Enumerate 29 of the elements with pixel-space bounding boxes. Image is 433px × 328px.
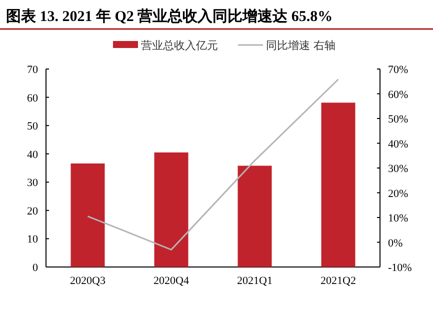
y2-tick-label: 0% — [388, 237, 403, 250]
legend-label: 同比增速 右轴 — [266, 39, 336, 52]
y2-tick-label: 20% — [388, 188, 408, 200]
y-tick-label: 40 — [27, 148, 38, 161]
y-tick-label: 60 — [27, 92, 38, 104]
x-tick-label: 2021Q2 — [320, 275, 356, 287]
y2-tick-label: 10% — [388, 212, 408, 224]
x-tick-label: 2020Q4 — [154, 275, 190, 287]
legend-label: 营业总收入亿元 — [141, 39, 218, 52]
y-tick-label: 50 — [27, 120, 38, 133]
y-tick-label: 70 — [27, 64, 38, 76]
bar — [154, 152, 188, 267]
y2-tick-label: 70% — [388, 64, 408, 76]
bar — [321, 102, 356, 267]
line-series — [87, 78, 339, 250]
x-tick-label: 2021Q1 — [237, 275, 272, 287]
y-tick-label: 30 — [27, 177, 38, 190]
y2-tick-label: -10% — [388, 262, 412, 274]
y2-tick-label: 50% — [388, 114, 408, 126]
bar — [70, 163, 105, 267]
y-tick-label: 20 — [27, 205, 38, 218]
y2-tick-label: 40% — [388, 138, 408, 150]
y-tick-label: 0 — [32, 262, 38, 274]
chart-title: 图表 13. 2021 年 Q2 营业总收入同比增速达 65.8% — [6, 8, 333, 25]
y-tick-label: 10 — [27, 234, 38, 246]
y2-tick-label: 60% — [388, 88, 408, 101]
x-tick-label: 2020Q3 — [70, 275, 106, 287]
y2-tick-label: 30% — [388, 163, 408, 175]
bar — [238, 166, 272, 267]
